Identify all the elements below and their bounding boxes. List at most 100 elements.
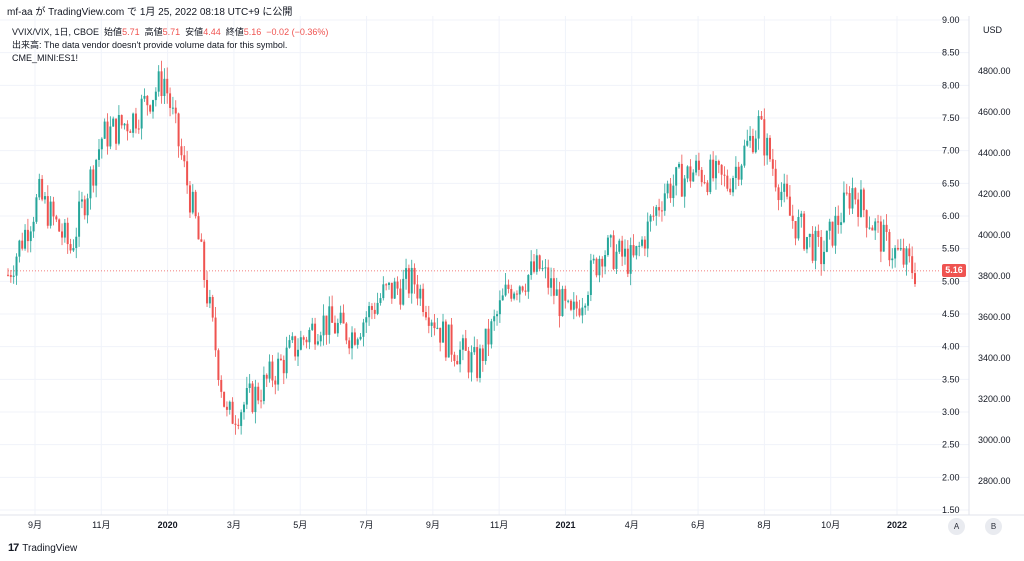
- candle-body: [874, 221, 877, 231]
- candle-body: [63, 222, 66, 238]
- candle-body: [788, 196, 791, 216]
- candle-body: [41, 178, 44, 200]
- auto-scale-button[interactable]: A: [948, 518, 965, 535]
- candle-body: [700, 169, 703, 183]
- candle-body: [225, 406, 228, 410]
- candle-body: [493, 316, 496, 322]
- candle-body: [46, 196, 49, 226]
- candle-body: [297, 349, 300, 357]
- candle-body: [351, 332, 354, 349]
- candle-body: [171, 107, 174, 109]
- candle-body: [237, 424, 240, 426]
- candle-body: [333, 322, 336, 334]
- candle-body: [606, 237, 609, 256]
- candle-body: [834, 215, 837, 246]
- footer-branding[interactable]: 17 TradingView: [8, 541, 77, 555]
- y-tick-label: 7.50: [942, 113, 960, 123]
- current-price-badge: 5.16: [942, 264, 966, 277]
- candle-body: [265, 374, 268, 379]
- candle-body: [9, 275, 12, 277]
- candle-body: [811, 233, 814, 261]
- candle-body: [274, 380, 277, 385]
- y-tick-label: 2.00: [942, 472, 960, 482]
- candle-body: [387, 282, 390, 286]
- legend-ohlc-row: VVIX/VIX, 1日, CBOE 始値5.71 高値5.71 安値4.44 …: [12, 26, 328, 39]
- candle-body: [456, 360, 459, 365]
- candle-body: [89, 169, 92, 199]
- candle-body: [268, 361, 271, 379]
- candle-body: [567, 300, 570, 302]
- candle-body: [453, 354, 456, 361]
- y-tick-label: 8.50: [942, 48, 960, 58]
- candle-body: [402, 278, 405, 305]
- legend-change: −0.02 (−0.36%): [266, 27, 329, 37]
- candle-body: [842, 192, 845, 223]
- candle-body: [598, 258, 601, 276]
- candle-body: [888, 231, 891, 261]
- candle-body: [675, 167, 678, 186]
- candle-body: [393, 281, 396, 299]
- candle-body: [894, 247, 897, 259]
- candle-body: [859, 189, 862, 217]
- candle-body: [26, 229, 29, 242]
- legend-compare-symbol[interactable]: CME_MINI:ES1!: [12, 53, 79, 63]
- candle-body: [200, 239, 203, 242]
- candle-body: [658, 207, 661, 211]
- candle-body: [857, 199, 860, 217]
- candle-body: [578, 308, 581, 316]
- candle-body: [706, 182, 709, 193]
- candle-body: [134, 113, 137, 129]
- candle-body: [271, 361, 274, 381]
- right-tick-label: 2800.00: [978, 476, 1011, 486]
- candle-body: [32, 221, 35, 232]
- y-tick-label: 5.00: [942, 276, 960, 286]
- candle-body: [7, 274, 9, 276]
- candle-body: [760, 116, 763, 120]
- candle-body: [544, 267, 547, 269]
- candle-body: [672, 185, 675, 199]
- candle-body: [774, 168, 777, 188]
- candle-body: [234, 423, 237, 425]
- candle-body: [35, 197, 38, 222]
- candle-body: [157, 71, 160, 92]
- candle-body: [595, 258, 598, 276]
- candle-body: [737, 166, 740, 180]
- x-tick-label: 3月: [227, 520, 241, 530]
- y-tick-label: 4.50: [942, 309, 960, 319]
- candle-body: [473, 347, 476, 353]
- candle-body: [342, 312, 345, 324]
- candle-body: [612, 235, 615, 269]
- candle-body: [103, 121, 106, 139]
- candle-body: [373, 309, 376, 314]
- candle-body: [623, 248, 626, 257]
- candle-body: [396, 281, 399, 289]
- candle-body: [572, 301, 575, 310]
- candle-body: [777, 187, 780, 201]
- right-price-axis: 4800.00 4600.00 4400.00 4200.00 4000.00 3800.…: [978, 66, 1011, 486]
- candle-body: [362, 322, 365, 337]
- candle-body: [521, 286, 524, 291]
- candle-body: [262, 374, 265, 402]
- candle-body: [444, 321, 447, 358]
- candle-body: [353, 332, 356, 345]
- candle-body: [43, 196, 46, 200]
- candle-body: [757, 116, 760, 139]
- candle-body: [575, 301, 578, 309]
- candle-body: [169, 93, 172, 108]
- candle-body: [322, 315, 325, 336]
- candle-body: [845, 192, 848, 194]
- candle-body: [21, 240, 24, 249]
- candle-body: [513, 293, 516, 299]
- legend-low-value: 4.44: [203, 27, 221, 37]
- x-tick-label: 11月: [490, 520, 508, 530]
- candle-body: [541, 268, 544, 270]
- candle-body: [692, 172, 695, 182]
- candle-body: [97, 149, 100, 160]
- candle-body: [641, 239, 644, 246]
- candle-body: [518, 286, 521, 295]
- currency-label[interactable]: USD: [983, 25, 1003, 35]
- candle-body: [666, 183, 669, 194]
- legend-high-label: 高値: [144, 27, 163, 37]
- log-scale-button[interactable]: B: [985, 518, 1002, 535]
